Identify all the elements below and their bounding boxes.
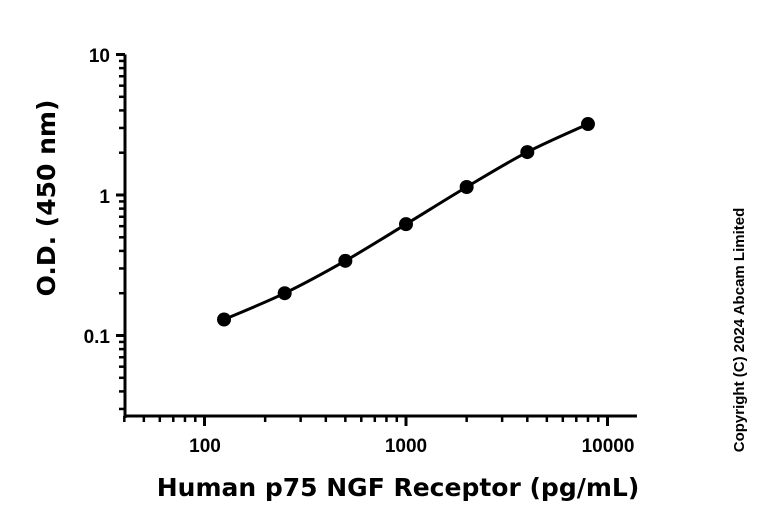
data-point-marker: [217, 312, 232, 327]
y-tick-label-1: 1: [99, 187, 110, 208]
data-point-marker: [580, 117, 595, 132]
x-tick-label-10000: 10000: [582, 436, 635, 457]
y-axis-title: O.D. (450 nm): [32, 100, 61, 297]
data-point-marker: [520, 145, 535, 160]
x-axis: [123, 414, 637, 426]
data-point-marker: [277, 286, 292, 301]
data-series: [217, 117, 595, 327]
data-point-marker: [399, 217, 413, 232]
x-tick-label-1000: 1000: [385, 436, 427, 457]
data-point-marker: [338, 253, 353, 268]
y-tick-label-10: 10: [89, 46, 110, 67]
y-tick-label-0.1: 0.1: [84, 327, 111, 348]
data-point-marker: [459, 180, 474, 195]
x-axis-title: Human p75 NGF Receptor (pg/mL): [157, 473, 640, 502]
y-axis: [116, 53, 127, 418]
x-tick-label-100: 100: [189, 436, 221, 457]
copyright-notice: Copyright (C) 2024 Abcam Limited: [731, 208, 748, 452]
